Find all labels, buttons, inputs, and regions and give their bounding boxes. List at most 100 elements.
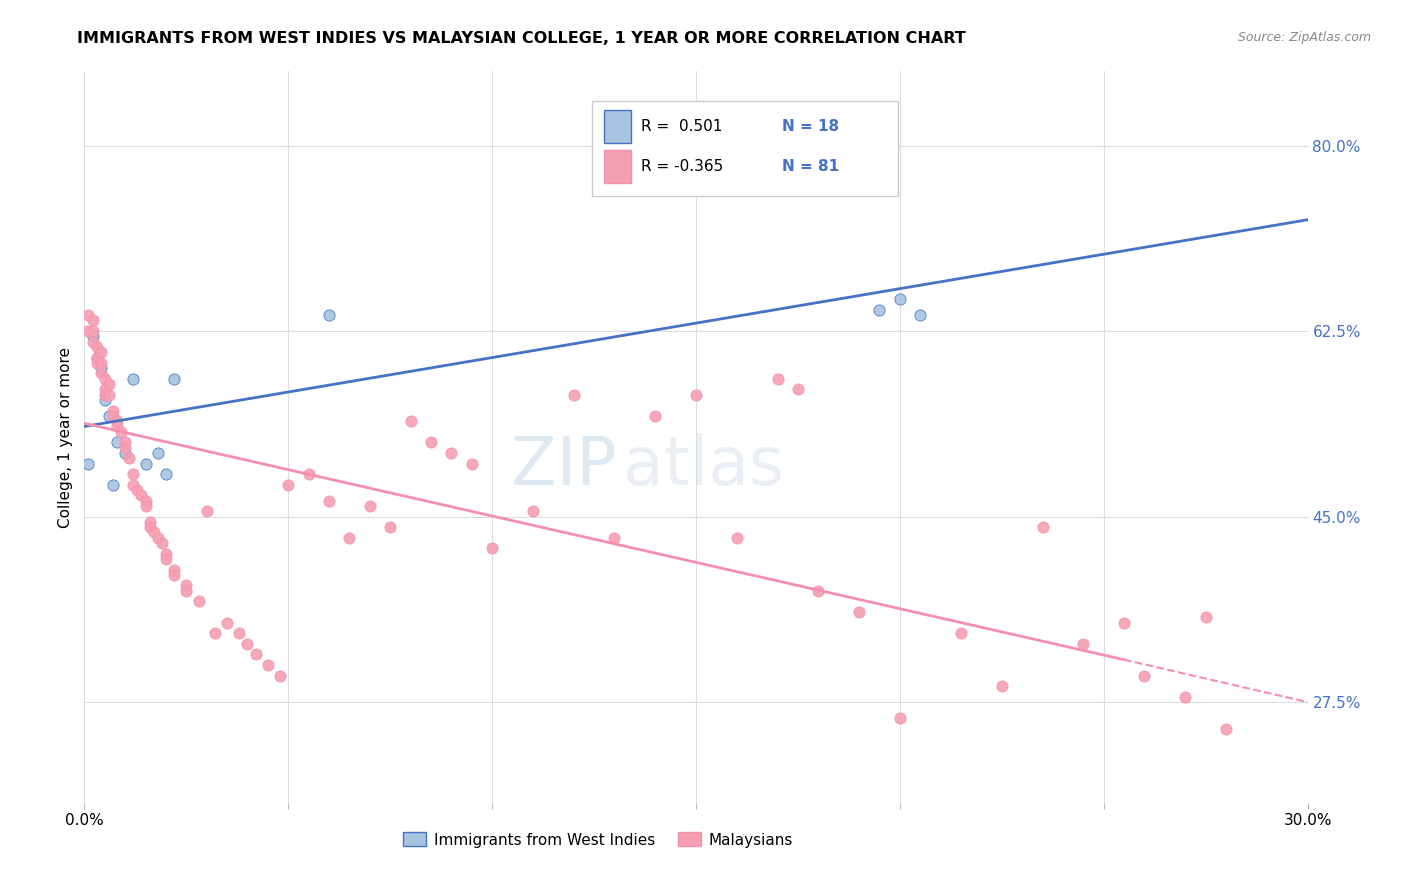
Point [399,414,422,428]
Point [110,425,132,439]
Point [82,324,104,338]
Point [603,531,626,545]
Bar [605,150,631,183]
Point [101,403,124,417]
Point [82,329,104,343]
Point [277,477,299,491]
Point [174,578,197,592]
Point [236,637,259,651]
Point [807,583,830,598]
Point [90,361,112,376]
Point [991,679,1014,693]
Point [420,435,443,450]
Point [155,552,177,566]
Point [97,377,120,392]
Point [187,594,209,608]
Point [889,293,911,307]
Point [90,356,112,370]
Point [138,515,160,529]
Bar [605,110,631,143]
Point [1195,610,1218,624]
Point [298,467,321,482]
Point [93,392,115,407]
Point [1215,722,1237,736]
Point [114,446,136,460]
Point [97,409,120,423]
Text: N = 81: N = 81 [782,159,839,174]
Point [146,531,169,545]
Point [82,334,104,349]
Point [105,419,128,434]
Point [105,414,128,428]
Point [257,658,280,673]
Point [269,668,291,682]
Text: N = 18: N = 18 [782,120,839,135]
Point [114,441,136,455]
Point [1133,668,1156,682]
Point [135,457,157,471]
Point [217,615,239,630]
Point [155,547,177,561]
Point [440,446,463,460]
Point [97,387,120,401]
Point [77,324,100,338]
Point [245,648,267,662]
Point [725,531,748,545]
Text: R =  0.501: R = 0.501 [641,120,723,135]
Y-axis label: College, 1 year or more: College, 1 year or more [58,347,73,527]
Text: R = -0.365: R = -0.365 [641,159,723,174]
Point [105,435,128,450]
Point [174,583,197,598]
Point [93,383,115,397]
Point [950,626,973,640]
Point [562,387,585,401]
Point [101,409,124,423]
Point [146,446,169,460]
Point [380,520,402,534]
Point [787,383,810,397]
Point [90,345,112,359]
Point [848,605,870,619]
Point [1174,690,1197,704]
Point [1032,520,1054,534]
Text: Source: ZipAtlas.com: Source: ZipAtlas.com [1237,31,1371,45]
Point [163,563,186,577]
Point [1073,637,1095,651]
Point [122,477,145,491]
Point [481,541,503,556]
Point [766,372,789,386]
Point [522,504,544,518]
Point [869,302,891,317]
Point [339,531,361,545]
Point [77,308,100,322]
Point [228,626,250,640]
Point [86,351,108,365]
Point [86,356,108,370]
Point [127,483,149,497]
Legend: Immigrants from West Indies, Malaysians: Immigrants from West Indies, Malaysians [396,826,799,854]
Point [155,467,177,482]
Point [93,387,115,401]
Point [685,387,707,401]
Point [135,493,157,508]
Point [318,493,340,508]
Point [318,308,340,322]
Point [910,308,932,322]
Point [461,457,484,471]
Point [142,525,165,540]
Point [644,409,666,423]
Point [1114,615,1136,630]
Point [86,351,108,365]
Point [90,367,112,381]
Bar [592,101,898,195]
Point [163,372,186,386]
Point [77,457,100,471]
Point [114,435,136,450]
Point [122,372,145,386]
Point [101,477,124,491]
Point [93,372,115,386]
Point [138,520,160,534]
Point [122,467,145,482]
Text: atlas: atlas [623,434,783,500]
Point [86,340,108,354]
